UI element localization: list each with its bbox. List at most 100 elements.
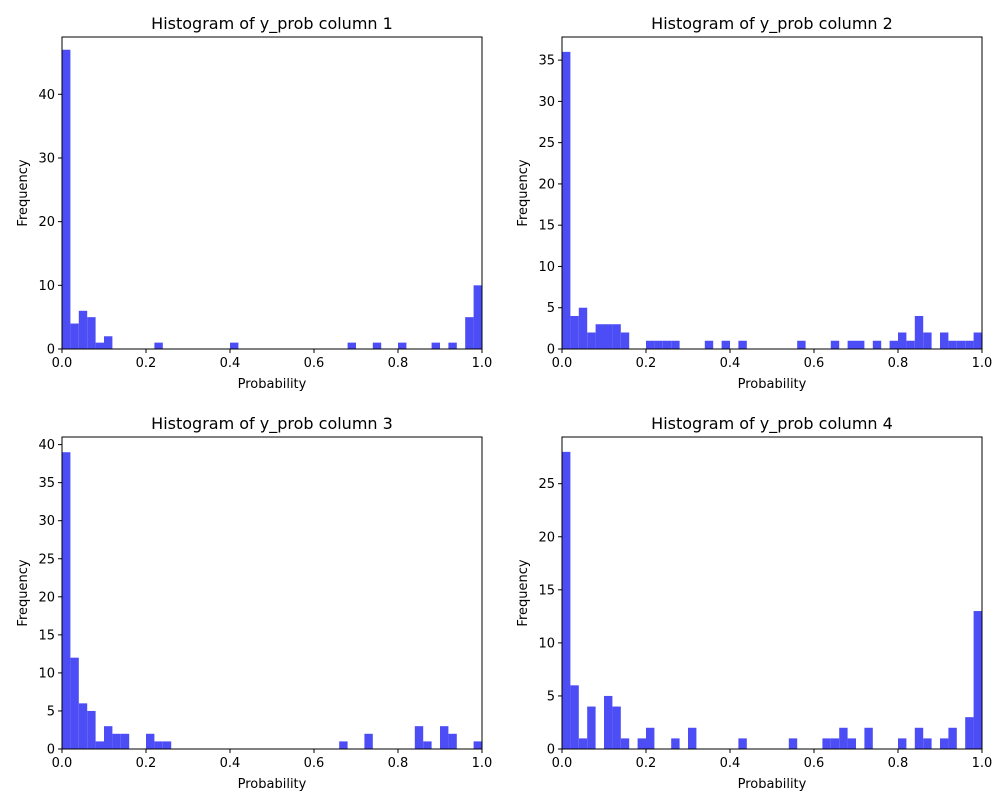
histogram-bar: [473, 741, 482, 749]
chart-title: Histogram of y_prob column 4: [651, 414, 893, 434]
histogram-bar: [704, 340, 714, 349]
histogram-bar: [889, 340, 898, 349]
histogram-bar: [940, 332, 949, 349]
histogram-bar: [95, 342, 104, 349]
x-tick-label: 1.0: [472, 356, 493, 371]
x-tick-label: 0.0: [552, 356, 573, 371]
histogram-bar: [948, 727, 957, 749]
histogram-bar: [948, 340, 957, 349]
histogram-bar: [872, 340, 882, 349]
y-tick-label: 40: [38, 88, 55, 103]
histogram-bar: [637, 738, 646, 749]
histogram-bar: [146, 733, 155, 749]
y-tick-label: 15: [538, 219, 555, 234]
x-tick-label: 0.6: [804, 356, 825, 371]
histogram-chart-column-2: 0.0 0.2 0.4 0.6 0.8 1.0 0 5 10 15 20 25 30 35 Histogra…: [516, 14, 993, 392]
x-axis-label: Probability: [238, 377, 307, 392]
histogram-bar: [738, 738, 747, 749]
axes-frame: [61, 436, 483, 750]
histogram-bar: [587, 706, 596, 749]
histogram-panel-column-4: 0.0 0.2 0.4 0.6 0.8 1.0 0 5 10 15 20 25 Histogram of…: [500, 400, 1000, 800]
histogram-bar: [914, 727, 924, 749]
y-tick-label: 5: [547, 301, 555, 316]
histogram-bar: [62, 49, 71, 350]
histogram-bar: [940, 738, 949, 749]
histogram-chart-column-3: 0.0 0.2 0.4 0.6 0.8 1.0 0 5 10 15 20 25 30 35 40 Histog…: [16, 414, 493, 792]
histogram-bar: [440, 726, 449, 749]
y-tick-label: 20: [538, 530, 555, 545]
histogram-bar: [78, 310, 88, 349]
histogram-bar: [154, 741, 163, 749]
x-tick-label: 0.4: [720, 756, 741, 771]
histogram-bar: [906, 340, 915, 349]
histogram-bar: [671, 738, 680, 749]
x-tick-label: 1.0: [472, 756, 493, 771]
histogram-bar: [822, 738, 831, 749]
y-tick-label: 40: [38, 438, 55, 453]
x-tick-label: 0.6: [804, 756, 825, 771]
histogram-bar: [398, 342, 407, 349]
histogram-bar: [473, 285, 482, 349]
y-tick-label: 10: [538, 260, 555, 275]
axes-frame: [61, 36, 483, 350]
x-tick-label: 0.0: [52, 756, 73, 771]
histogram-bar: [654, 340, 663, 349]
y-tick-label: 25: [538, 136, 555, 151]
histogram-bar: [423, 741, 432, 749]
bars-group: [62, 452, 482, 749]
histogram-bar: [856, 340, 865, 349]
histogram-chart-column-4: 0.0 0.2 0.4 0.6 0.8 1.0 0 5 10 15 20 25 Histogram of…: [516, 414, 993, 792]
histogram-bar: [595, 324, 604, 349]
histogram-bar: [570, 315, 579, 349]
y-tick-label: 0: [47, 343, 55, 358]
histogram-bar: [372, 342, 382, 349]
histogram-bar: [965, 340, 974, 349]
histogram-panel-column-2: 0.0 0.2 0.4 0.6 0.8 1.0 0 5 10 15 20 25 30 35 Histogra…: [500, 0, 1000, 400]
histogram-bar: [339, 741, 348, 749]
y-tick-label: 20: [38, 215, 55, 230]
chart-title: Histogram of y_prob column 3: [151, 414, 393, 434]
x-tick-label: 0.2: [636, 356, 657, 371]
histogram-bar: [830, 738, 840, 749]
y-tick-label: 10: [538, 636, 555, 651]
y-tick-label: 35: [538, 54, 555, 69]
y-axis-label: Frequency: [16, 559, 31, 626]
histogram-bar: [70, 323, 79, 349]
bars-group: [562, 451, 982, 749]
x-tick-label: 1.0: [972, 356, 993, 371]
histogram-bar: [914, 315, 924, 349]
y-tick-label: 5: [547, 689, 555, 704]
histogram-bar: [646, 727, 655, 749]
histogram-bar: [162, 741, 172, 749]
histogram-bar: [230, 342, 239, 349]
histogram-bar: [956, 340, 966, 349]
bars-group: [62, 49, 482, 350]
y-tick-label: 35: [38, 476, 55, 491]
histogram-bar: [448, 342, 457, 349]
histogram-bar: [839, 727, 848, 749]
histogram-bar: [154, 342, 163, 349]
y-tick-label: 0: [547, 343, 555, 358]
histogram-bar: [414, 726, 424, 749]
x-tick-label: 0.8: [388, 356, 409, 371]
histogram-bar: [973, 332, 982, 349]
histogram-bar: [104, 726, 113, 749]
histogram-bar: [604, 695, 613, 749]
x-tick-label: 0.4: [220, 356, 241, 371]
y-axis-label: Frequency: [516, 159, 531, 226]
histogram-bar: [923, 332, 932, 349]
histogram-bar: [120, 733, 130, 749]
histogram-bar: [923, 738, 932, 749]
x-axis-label: Probability: [238, 777, 307, 792]
histogram-bar: [431, 342, 440, 349]
x-tick-label: 0.0: [52, 356, 73, 371]
histogram-bar: [612, 324, 621, 349]
histogram-panel-column-3: 0.0 0.2 0.4 0.6 0.8 1.0 0 5 10 15 20 25 30 35 40 Histog…: [0, 400, 500, 800]
x-tick-label: 1.0: [972, 756, 993, 771]
histogram-bar: [620, 332, 630, 349]
y-tick-label: 15: [38, 628, 55, 643]
histogram-bar: [562, 451, 571, 749]
histogram-bar: [578, 738, 588, 749]
x-tick-label: 0.8: [388, 756, 409, 771]
histogram-bar: [797, 340, 806, 349]
